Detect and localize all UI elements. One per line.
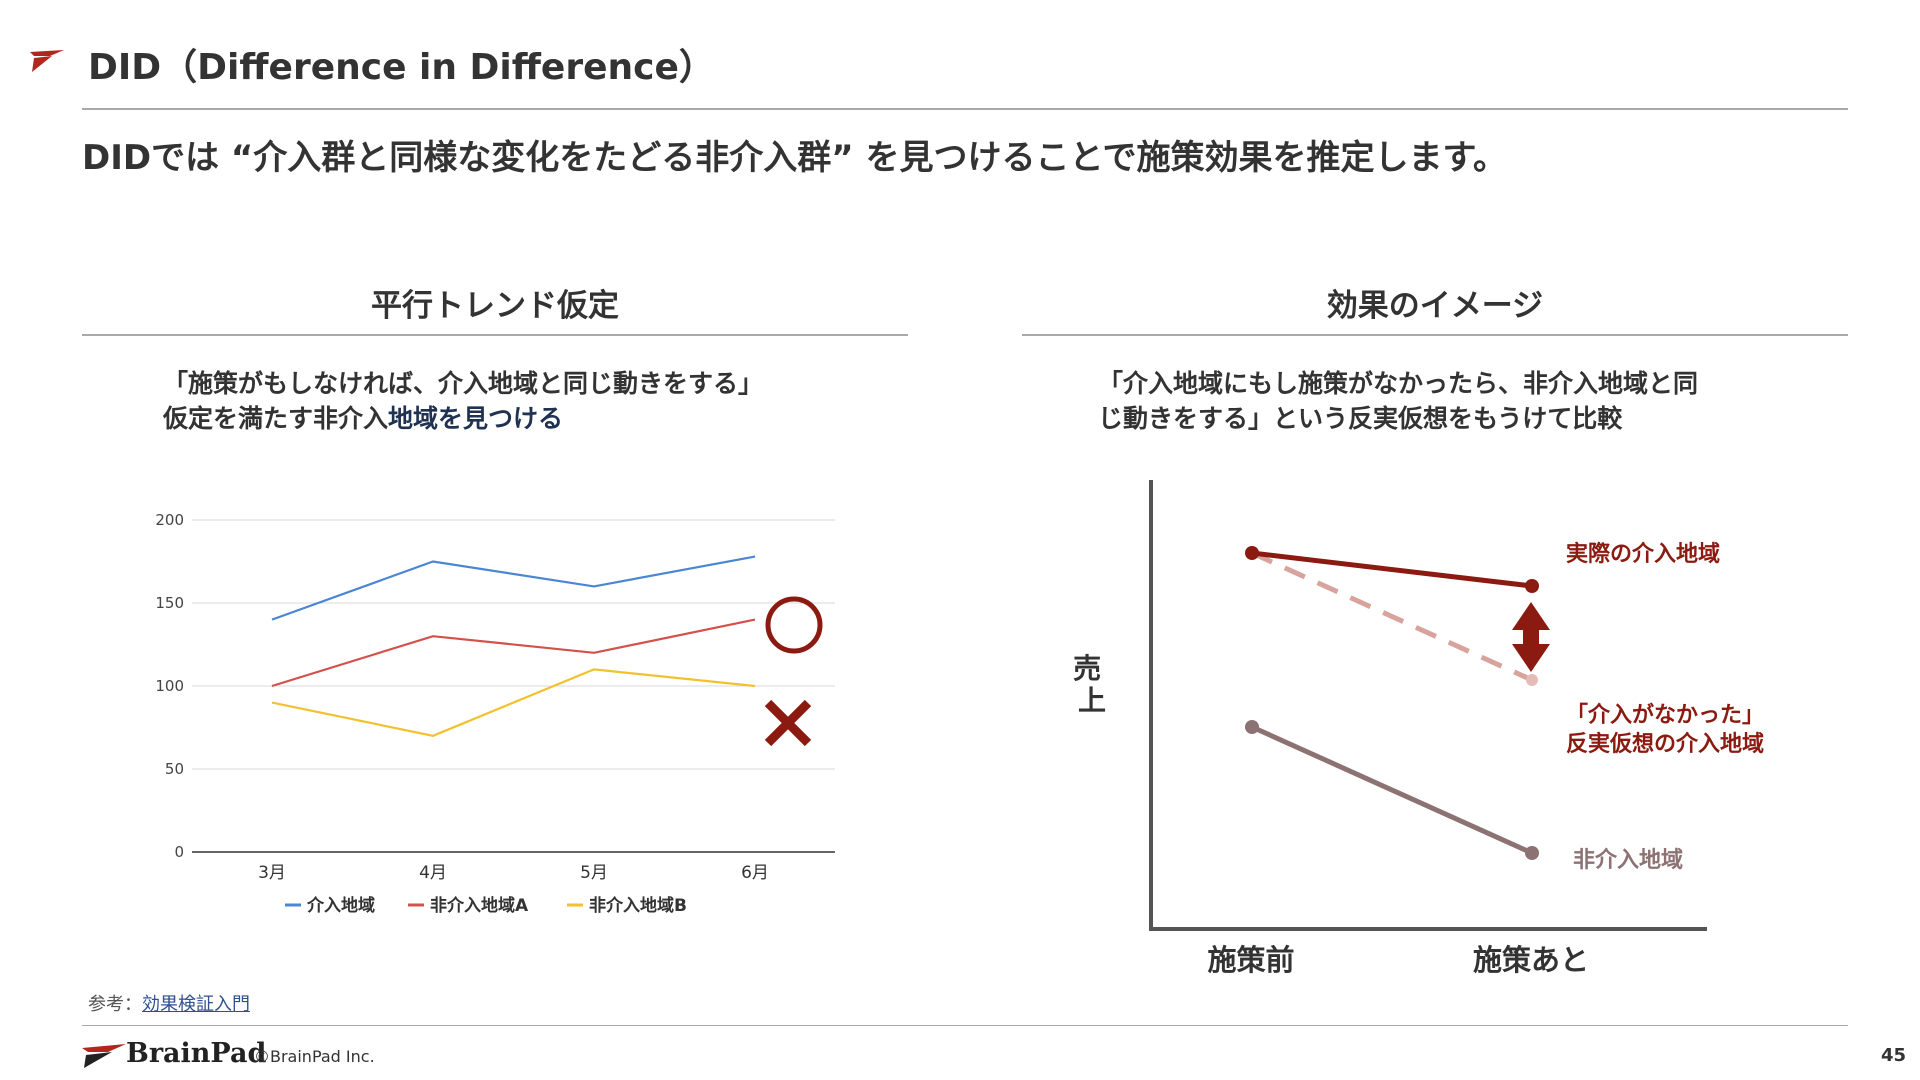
slide-title: DID（Difference in Difference）	[88, 47, 715, 88]
reference-prefix: 参考：	[88, 994, 142, 1015]
right-description-line2: じ動きをする」という反実仮想をもうけて比較	[1098, 404, 1623, 433]
actual-start-point	[1245, 546, 1259, 560]
control-line	[1250, 724, 1534, 856]
reference-note: 参考：効果検証入門	[88, 990, 250, 1016]
ok-circle-icon	[765, 596, 823, 654]
chart-ytick-label: 0	[174, 843, 184, 861]
right-section-heading: 効果のイメージ	[1326, 288, 1544, 324]
right-description-line1: 「介入地域にもし施策がなかったら、非介入地域と同	[1098, 369, 1699, 398]
slide-subtitle: DIDでは “介入群と同様な変化をたどる非介入群” を見つけることで施策効果を推…	[82, 138, 1508, 178]
chart-ytick-label: 50	[165, 760, 184, 778]
right-description: 「介入地域にもし施策がなかったら、非介入地域と同 じ動きをする」という反実仮想を…	[1098, 366, 1698, 436]
label-actual-intervention: 実際の介入地域	[1566, 541, 1720, 567]
brand-mark-icon	[30, 50, 64, 72]
chart-legend-label: 非介入地域B	[589, 895, 687, 916]
reference-link[interactable]: 効果検証入門	[142, 994, 250, 1015]
ng-mark	[764, 699, 812, 747]
chart-ytick-label: 100	[155, 677, 184, 695]
diagram-x-label-before: 施策前	[1207, 943, 1294, 977]
label-counterfactual-line2: 反実仮想の介入地域	[1566, 731, 1764, 757]
chart-xtick-label: 4月	[419, 863, 447, 883]
copyright: ©BrainPad Inc.	[254, 1047, 375, 1066]
left-description-line2: 仮定を満たす非介入地域を見つける	[163, 401, 763, 436]
actual-end-point	[1525, 579, 1539, 593]
chart-ytick-label: 200	[155, 511, 184, 529]
effect-double-arrow-icon	[1512, 602, 1550, 672]
header-divider	[82, 108, 1848, 110]
page-number: 45	[1880, 1045, 1906, 1066]
effect-diagram: 売 上 施策前 施策あと 実際の介入地域 「介入がなかった」 反実仮想の介入地域…	[1073, 480, 1764, 977]
chart-series-line	[271, 618, 756, 688]
actual-intervention-line	[1251, 550, 1533, 589]
chart-xtick-label: 6月	[741, 863, 769, 883]
chart-xtick-label: 5月	[580, 863, 608, 883]
ok-mark	[765, 596, 823, 654]
diagram-x-label-after: 施策あと	[1473, 943, 1589, 977]
brainpad-logo-icon	[82, 1044, 126, 1068]
left-section-heading: 平行トレンド仮定	[371, 288, 619, 324]
chart-ytick-label: 150	[155, 594, 184, 612]
diagram-y-label: 売 上	[1073, 652, 1111, 717]
chart-xtick-label: 3月	[258, 863, 286, 883]
left-description-line1: 「施策がもしなければ、介入地域と同じ動きをする」	[163, 369, 764, 398]
left-description: 「施策がもしなければ、介入地域と同じ動きをする」 仮定を満たす非介入地域を見つけ…	[163, 366, 763, 436]
control-start-point	[1245, 720, 1259, 734]
right-section-divider	[1022, 334, 1848, 336]
brand-name: BrainPad	[126, 1038, 267, 1069]
counterfactual-end-point	[1526, 674, 1538, 686]
ng-cross-icon	[764, 699, 812, 747]
counterfactual-line	[1250, 550, 1534, 683]
left-description-highlight: 地域を見つける	[388, 404, 564, 433]
left-section-divider	[82, 334, 908, 336]
chart-legend-label: 非介入地域A	[430, 895, 529, 916]
left-description-line2-a: 仮定を満たす非介入	[163, 404, 389, 433]
control-end-point	[1525, 846, 1539, 860]
parallel-trend-chart: 0 50 100 150 200 3月 4月 5月 6月 介入地域 非介入地域A 非介入地域B	[155, 511, 835, 916]
footer-divider	[82, 1025, 1848, 1026]
chart-series-line	[271, 668, 756, 737]
label-control: 非介入地域	[1573, 847, 1683, 873]
chart-series-line	[271, 555, 756, 621]
chart-legend-label: 介入地域	[306, 895, 375, 916]
label-counterfactual-line1: 「介入がなかった」	[1566, 702, 1764, 728]
